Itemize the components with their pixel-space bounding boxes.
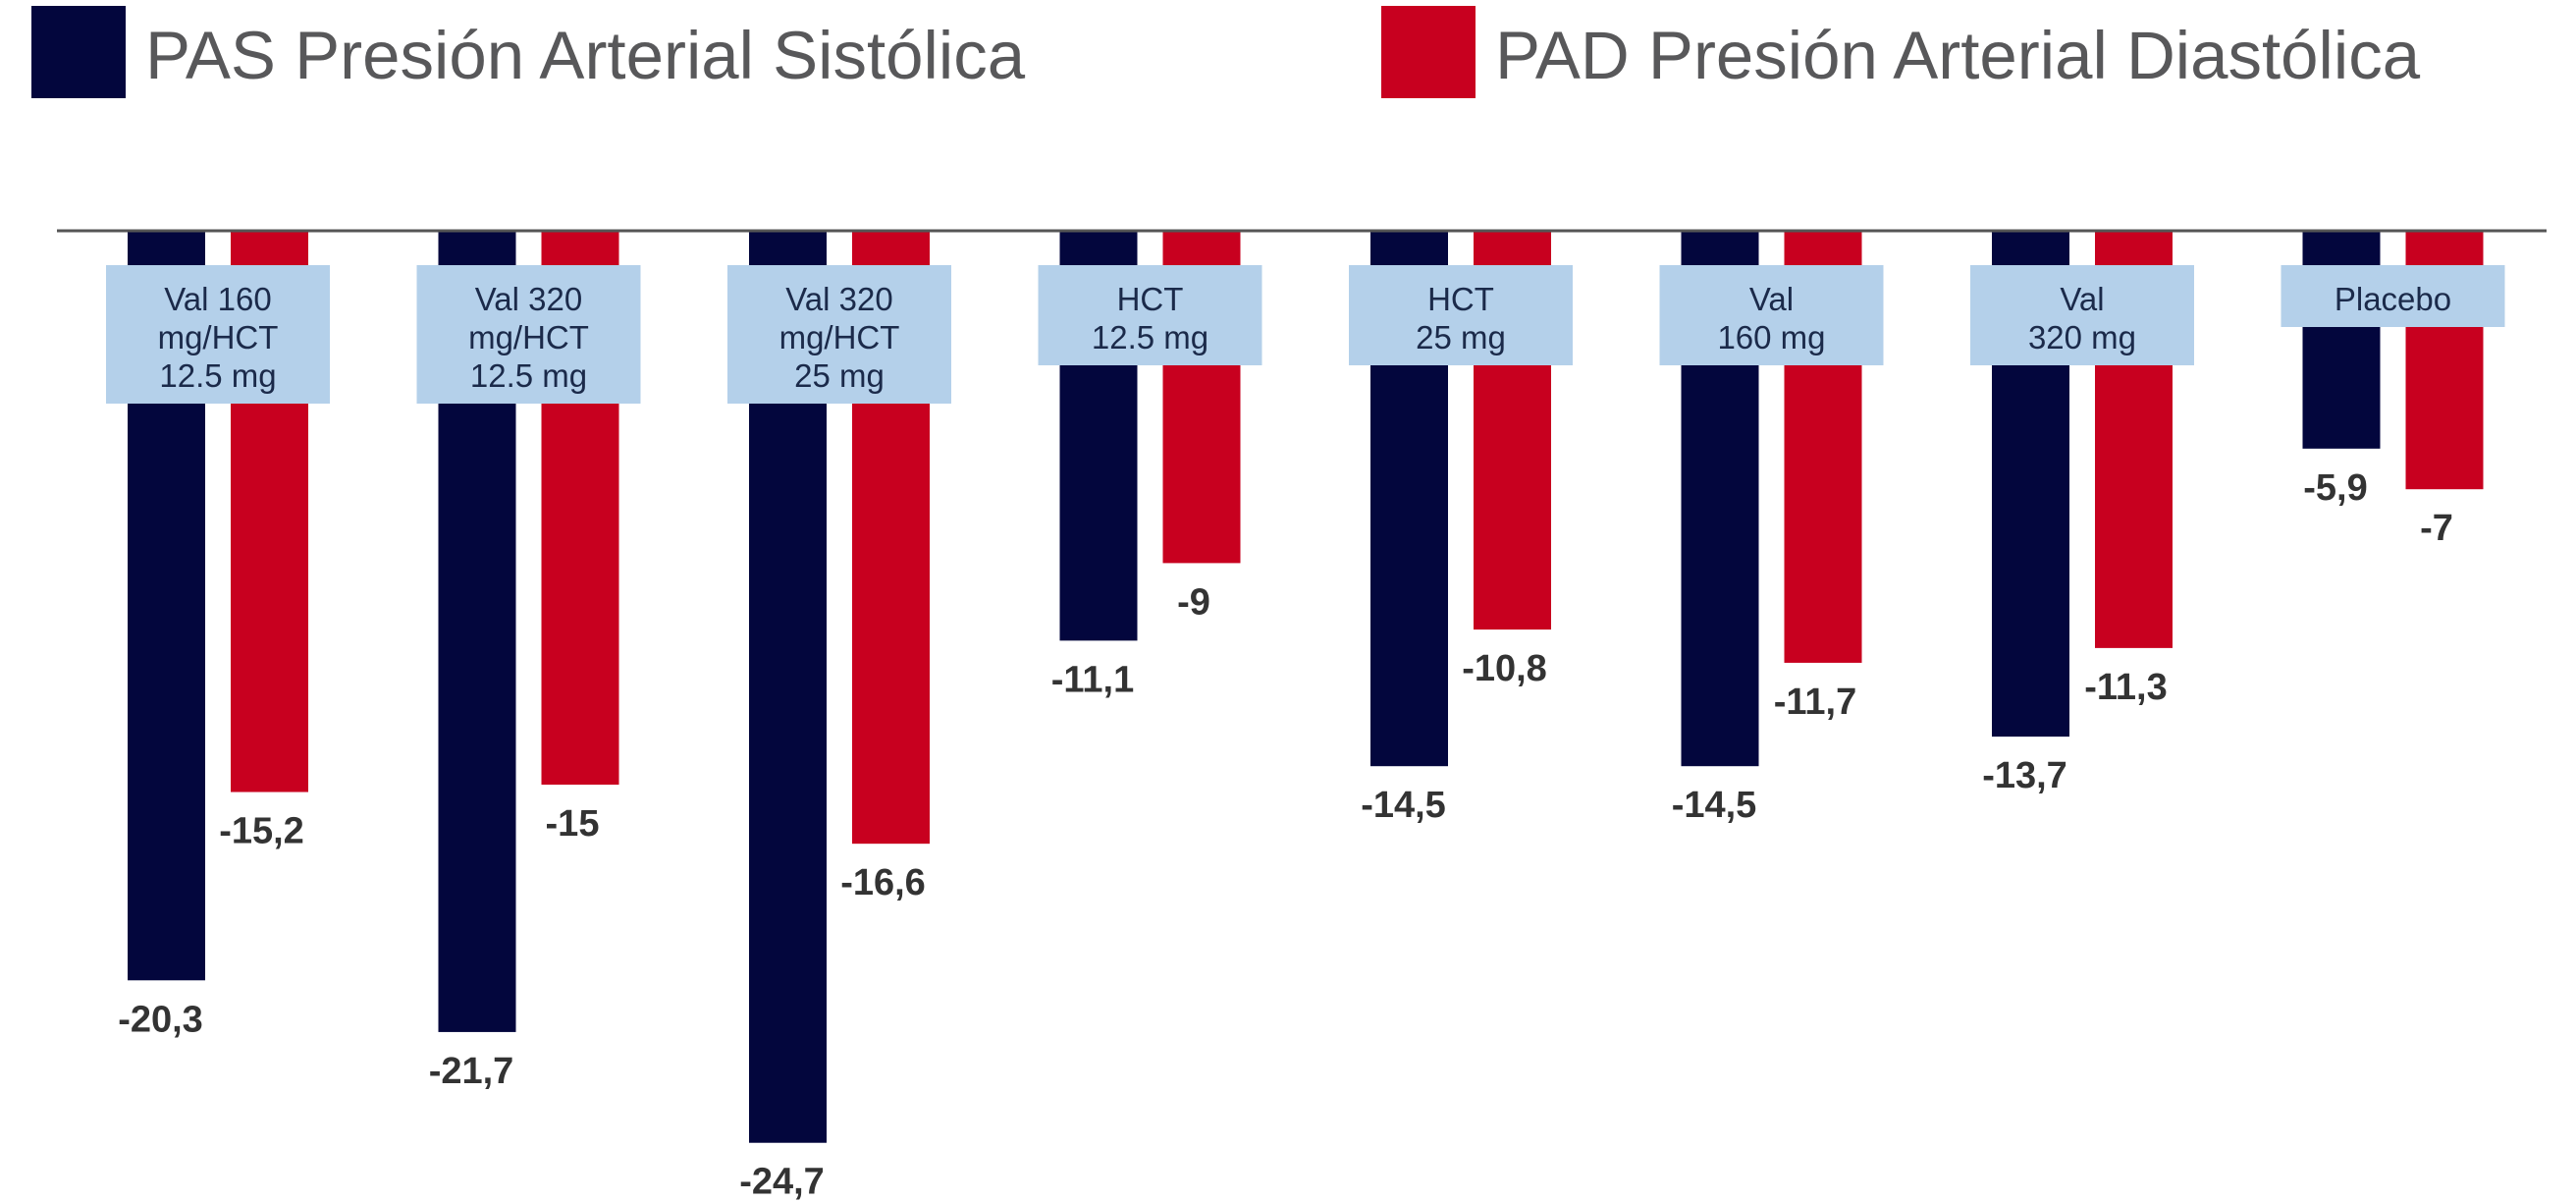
category-label-line: Val 320: [785, 281, 892, 317]
category-label-line: HCT: [1117, 281, 1184, 317]
category-label-line: 12.5 mg: [1092, 319, 1208, 355]
category-label-box: [1970, 265, 2194, 365]
category-label-line: 160 mg: [1717, 319, 1825, 355]
bar-systolic: [2302, 231, 2381, 449]
value-label-diastolic: -9: [1177, 581, 1210, 623]
value-label-diastolic: -7: [2420, 508, 2453, 549]
category-label-box: [2281, 265, 2505, 327]
value-label-systolic: -5,9: [2303, 467, 2367, 509]
value-label-systolic: -21,7: [429, 1051, 514, 1092]
category-label-line: Val: [2060, 281, 2104, 317]
value-label-systolic: -11,1: [1051, 659, 1135, 700]
legend-label-systolic: PAS Presión Arterial Sistólica: [145, 18, 1026, 93]
category-label-line: 12.5 mg: [159, 357, 276, 394]
category-label-line: mg/HCT: [779, 319, 900, 355]
category-label-line: Val: [1749, 281, 1794, 317]
category-label-box: [1038, 265, 1262, 365]
category-label-line: mg/HCT: [158, 319, 279, 355]
category-label-line: 25 mg: [1416, 319, 1506, 355]
category-label-box: [727, 265, 951, 404]
value-label-systolic: -14,5: [1361, 785, 1446, 826]
value-label-diastolic: -10,8: [1462, 648, 1547, 689]
value-label-diastolic: -11,3: [2084, 667, 2168, 708]
category-label-line: 320 mg: [2028, 319, 2136, 355]
category-label-box: [106, 265, 330, 404]
category-label-line: 25 mg: [794, 357, 885, 394]
legend-label-diastolic: PAD Presión Arterial Diastólica: [1495, 18, 2421, 93]
legend-swatch-diastolic: [1381, 6, 1476, 98]
category-label-box: [416, 265, 641, 404]
value-label-diastolic: -15,2: [219, 811, 304, 852]
category-label-line: HCT: [1427, 281, 1494, 317]
category-label-box: [1659, 265, 1884, 365]
value-label-systolic: -24,7: [739, 1162, 825, 1202]
category-label-line: Val 320: [475, 281, 582, 317]
category-label-line: 12.5 mg: [470, 357, 587, 394]
value-label-diastolic: -16,6: [840, 862, 926, 903]
value-label-systolic: -20,3: [118, 999, 203, 1040]
value-label-systolic: -13,7: [1982, 755, 2067, 796]
value-label-diastolic: -11,7: [1774, 682, 1857, 723]
category-label-line: Val 160: [164, 281, 271, 317]
legend-swatch-systolic: [31, 6, 126, 98]
category-label-line: mg/HCT: [468, 319, 589, 355]
category-label-line: Placebo: [2334, 281, 2451, 317]
value-label-diastolic: -15: [546, 803, 600, 845]
category-label-box: [1349, 265, 1573, 365]
value-label-systolic: -14,5: [1672, 785, 1757, 826]
